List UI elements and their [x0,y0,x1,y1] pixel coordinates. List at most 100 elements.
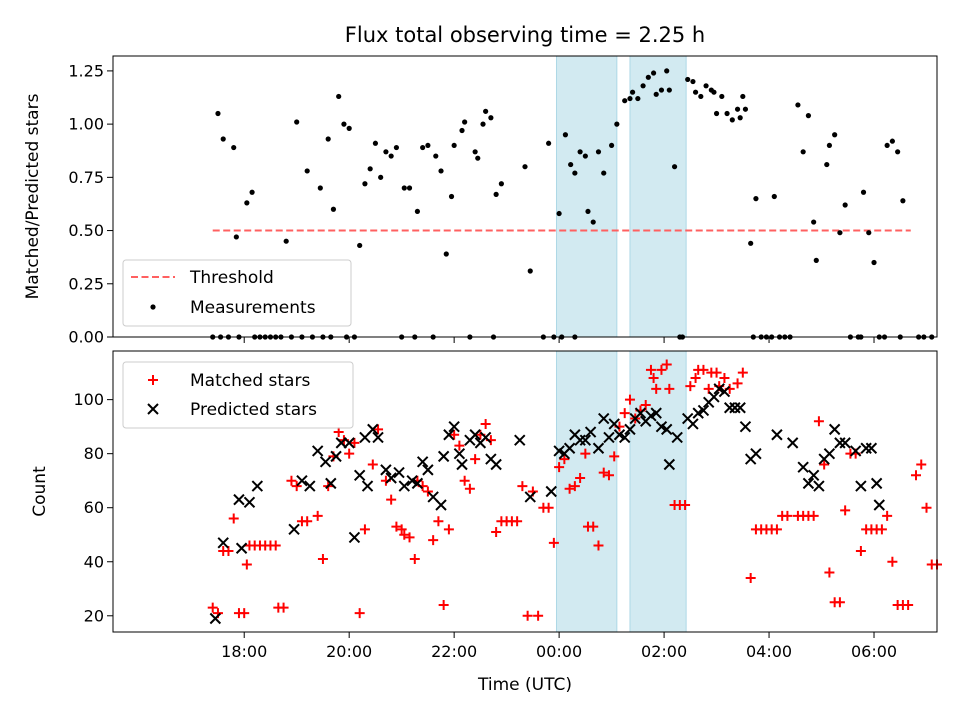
legend-threshold-label: Threshold [189,268,274,288]
predicted-star-marker [453,447,466,460]
measurement-point [711,89,717,95]
measurement-point [420,144,426,151]
matched-star-marker [354,608,365,619]
predicted-star-marker [243,496,256,509]
measurement-point [378,174,384,180]
predicted-star-marker [343,437,355,449]
predicted-star-marker [598,412,610,425]
predicted-star-marker [393,466,405,479]
y-tick-label: 60 [84,498,104,517]
measurement-point [811,219,817,225]
measurement-point [304,168,310,174]
predicted-star-marker [348,531,361,544]
measurement-point [866,230,872,236]
predicted-star-marker [855,480,867,492]
measurement-point [826,142,833,149]
measurement-point [367,166,373,172]
legend-predicted-label: Predicted stars [190,400,317,420]
measurement-point [742,106,749,112]
matched-star-marker [887,556,898,567]
predicted-star-marker [786,437,799,449]
measurement-point [590,219,596,225]
matched-star-marker [588,521,599,532]
matched-star-marker [911,470,922,481]
predicted-star-marker [233,493,245,506]
predicted-star-marker [545,485,557,498]
measurement-point [650,70,657,76]
measurement-point [671,164,678,170]
measurement-point [813,257,819,263]
predicted-star-marker [619,431,631,444]
predicted-star-marker [514,434,526,446]
matched-star-marker [855,545,866,556]
measurement-point [724,110,730,117]
matched-star-marker [703,383,714,394]
matched-star-marker [645,364,656,375]
predicted-star-marker [296,474,308,487]
measurement-point [362,181,368,187]
predicted-star-marker [849,445,862,457]
matched-star-marker [396,524,407,535]
matched-star-marker [651,383,662,394]
measurement-point [562,132,569,138]
matched-star-marker [609,451,620,462]
measurement-point [249,189,255,195]
legend-measurement-label: Measurements [190,298,316,318]
measurement-point [614,121,620,127]
matched-star-marker [664,383,675,394]
matched-star-marker [903,599,914,610]
measurement-point [393,144,400,151]
matched-star-marker [593,540,604,551]
measurement-point [546,140,552,146]
measurement-point [640,83,646,89]
predicted-star-marker [834,437,846,449]
measurement-point [388,153,394,159]
measurement-point [805,113,812,119]
matched-star-marker [359,524,370,535]
predicted-star-marker [771,429,783,441]
measurement-point [215,110,221,117]
measurement-point [713,110,720,117]
predicted-star-marker [380,464,392,476]
measurement-point [346,125,352,131]
matched-star-marker [732,378,743,389]
matched-star-marker [840,505,851,516]
measurement-point [800,149,806,155]
matched-star-marker [813,416,824,427]
measurement-point [527,268,533,274]
predicted-star-marker [739,420,752,433]
measurement-point [406,185,413,191]
legend-box [122,259,352,327]
x-tick-label: 04:00 [746,642,792,661]
predicted-star-marker [802,477,815,490]
x-tick-label: 00:00 [536,642,582,661]
y-tick-label: 0.00 [68,328,104,347]
legend-measurement-swatch [150,304,156,310]
measurement-point [341,121,347,127]
predicted-star-marker [448,420,460,433]
x-axis-label: Time (UTC) [477,675,572,695]
measurement-point [493,191,499,197]
predicted-star-marker [865,442,878,454]
axes-frame [112,55,938,338]
matched-star-marker [575,472,586,483]
measurement-point [325,136,331,142]
measurement-point [330,206,337,212]
measurement-point [719,93,725,100]
measurement-point [737,115,743,121]
measurement-point [664,68,670,74]
matched-star-marker [459,475,470,486]
y-tick-label: 20 [84,606,104,625]
measurement-point [459,127,465,134]
highlight-span [629,55,687,338]
measurement-point [472,149,478,155]
predicted-star-marker [304,480,316,492]
matched-star-marker [302,516,313,527]
predicted-star-marker [708,391,720,403]
matched-star-marker [404,532,415,543]
chart-title: Flux total observing time = 2.25 h [345,23,705,47]
matched-star-marker [661,359,672,370]
matched-star-marker [470,454,481,465]
measurement-point [448,193,455,200]
predicted-star-marker [813,480,825,492]
